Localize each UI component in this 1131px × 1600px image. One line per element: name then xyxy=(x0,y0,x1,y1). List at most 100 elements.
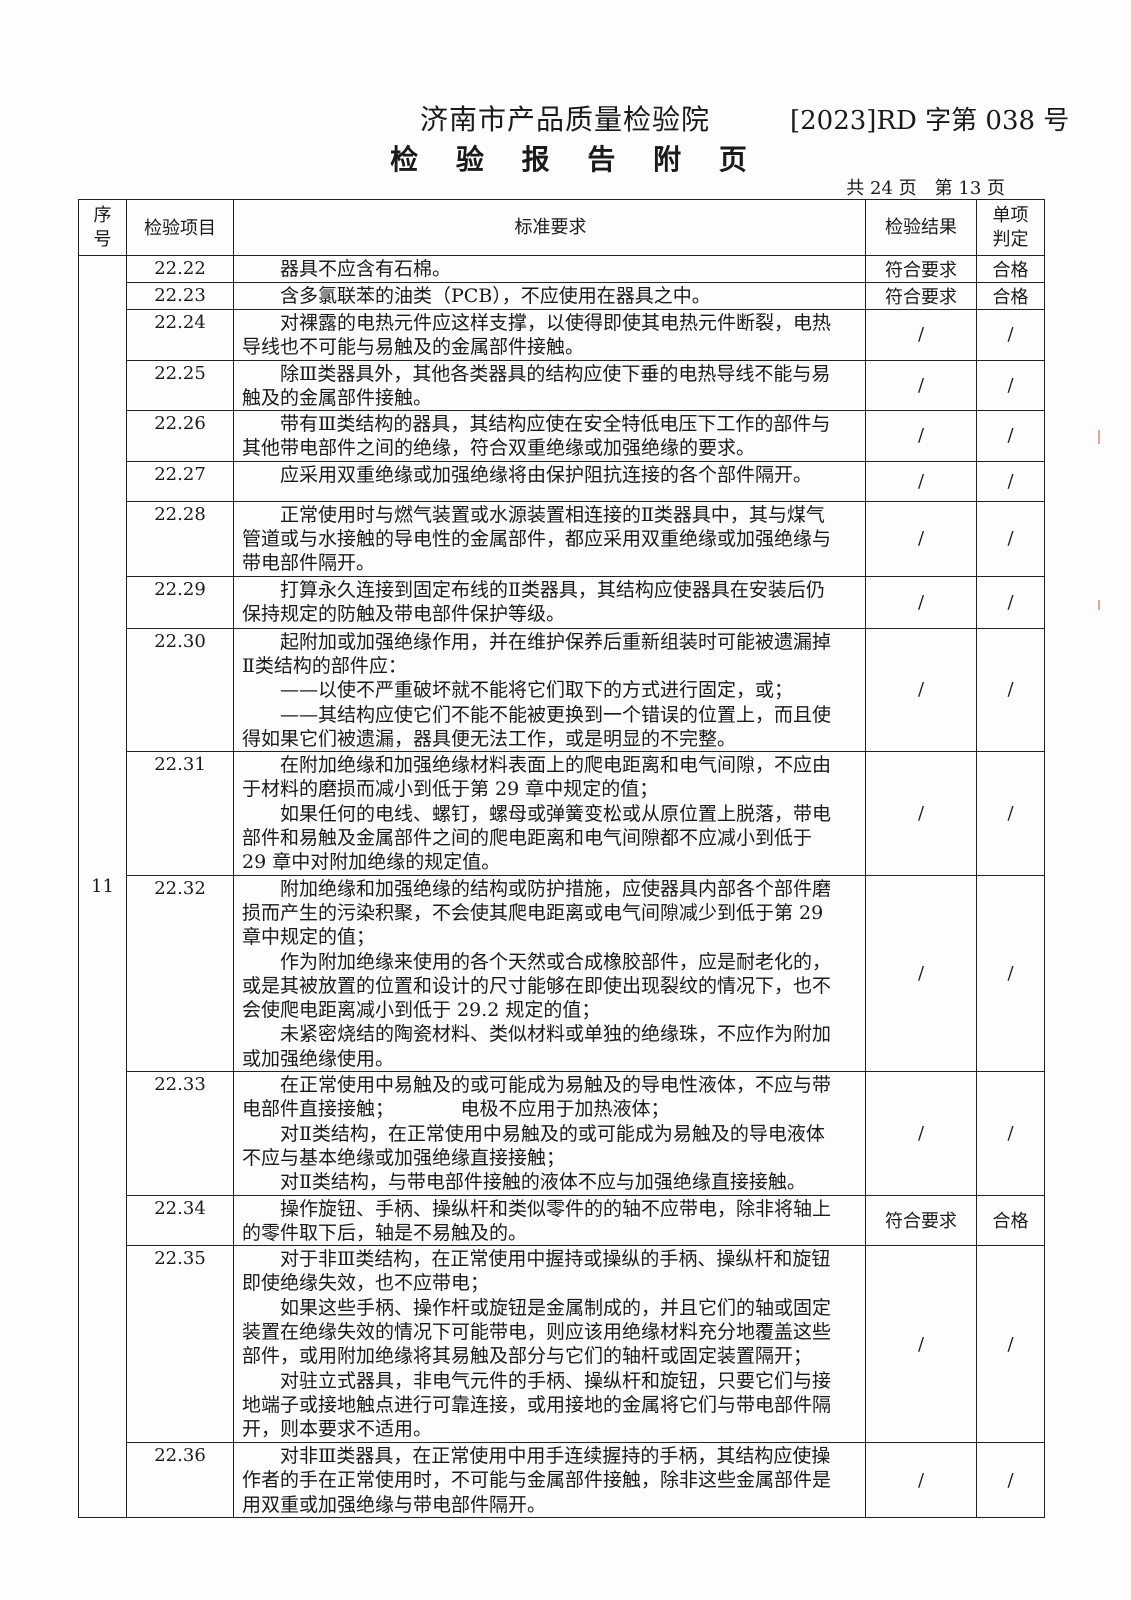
item-number: 22.25 xyxy=(126,359,234,412)
col-header-judgement: 单项 判定 xyxy=(976,199,1045,256)
requirement-line: 作为附加绝缘来使用的各个天然或合成橡胶部件，应是耐老化的， xyxy=(242,950,832,973)
requirement-line: 地端子或接地触点进行可靠连接，或用接地的金属将它们与带电部件隔 xyxy=(242,1393,832,1416)
item-number: 22.33 xyxy=(126,1071,234,1196)
requirement-text: 正常使用时与燃气装置或水源装置相连接的Ⅱ类器具中，其与煤气 管道或与水接触的导电性… xyxy=(233,500,866,577)
requirement-text: 器具不应含有石棉。 xyxy=(233,255,866,283)
judgement-cell: / xyxy=(976,460,1045,502)
requirement-text: 在附加绝缘和加强绝缘材料表面上的爬电距离和电气间隙，不应由 于材料的磨损而减小到低… xyxy=(233,751,866,876)
item-number: 22.29 xyxy=(126,575,234,629)
report-number: [2023]RD 字第 038 号 xyxy=(790,106,1070,136)
col-header-requirement: 标准要求 xyxy=(233,199,866,256)
requirement-line: 未紧密烧结的陶瓷材料、类似材料或单独的绝缘珠，不应作为附加 xyxy=(242,1023,832,1046)
judgement-cell: 合格 xyxy=(976,1194,1045,1247)
requirement-line: 作者的手在正常使用时，不可能与金属部件接触，除非这些金属部件是 xyxy=(242,1469,832,1492)
requirement-line: 或加强绝缘使用。 xyxy=(242,1047,395,1070)
table-row: 22.35 对于非Ⅲ类结构，在正常使用中握持或操纵的手柄、操纵杆和旋钮 即使绝缘失… xyxy=(79,1245,1045,1444)
table-row: 22.24 对裸露的电热元件应这样支撑，以使得即使其电热元件断裂，电热 导线也不可… xyxy=(79,309,1045,361)
requirement-text: 打算永久连接到固定布线的Ⅱ类器具，其结构应使器具在安装后仍 保持规定的防触及带电部… xyxy=(233,575,866,629)
requirement-line: 含多氯联苯的油类（PCB），不应使用在器具之中。 xyxy=(242,285,711,307)
scan-mark xyxy=(1098,600,1100,610)
requirement-line: 如果这些手柄、操作杆或旋钮是金属制成的，并且它们的轴或固定 xyxy=(242,1296,832,1319)
requirement-line: 电部件直接接触； 电极不应用于加热液体； xyxy=(242,1098,670,1121)
item-number: 22.34 xyxy=(126,1194,234,1247)
result-cell: / xyxy=(865,1071,977,1196)
requirement-line: 器具不应含有石棉。 xyxy=(242,258,452,280)
table-header: 序 号 检验项目 标准要求 检验结果 单项 判定 xyxy=(78,199,1045,256)
requirement-line: 如果任何的电线、螺钉，螺母或弹簧变松或从原位置上脱落，带电 xyxy=(242,802,832,825)
result-cell: / xyxy=(865,460,977,502)
judgement-cell: / xyxy=(976,1245,1045,1444)
result-cell: / xyxy=(865,359,977,412)
table-row: 22.29 打算永久连接到固定布线的Ⅱ类器具，其结构应使器具在安装后仍 保持规定的… xyxy=(79,575,1045,629)
judgement-cell: / xyxy=(976,410,1045,462)
requirement-line: Ⅱ类结构的部件应： xyxy=(242,654,407,677)
requirement-line: 不应与基本绝缘或加强绝缘直接接触； xyxy=(242,1146,566,1169)
judgement-cell: / xyxy=(976,500,1045,577)
table-row: 22.36 对非Ⅲ类器具，在正常使用中用手连续握持的手柄，其结构应使操 作者的手在… xyxy=(79,1442,1045,1519)
item-number: 22.28 xyxy=(126,500,234,577)
requirement-line: 的零件取下后，轴是不易触及的。 xyxy=(242,1221,528,1244)
requirement-line: 部件和易触及金属部件之间的爬电距离和电气间隙都不应减小到低于 xyxy=(242,827,813,850)
requirement-line: 触及的金属部件接触。 xyxy=(242,386,433,409)
requirement-line: 在正常使用中易触及的或可能成为易触及的导电性液体，不应与带 xyxy=(242,1074,832,1097)
result-cell: / xyxy=(865,500,977,577)
result-cell: / xyxy=(865,309,977,361)
requirement-text: 在正常使用中易触及的或可能成为易触及的导电性液体，不应与带 电部件直接接触； 电极… xyxy=(233,1071,866,1196)
result-cell: / xyxy=(865,1245,977,1444)
judgement-cell: / xyxy=(976,575,1045,629)
requirement-line: 除Ⅲ类器具外，其他各类器具的结构应使下垂的电热导线不能与易 xyxy=(242,362,831,385)
table-row: 22.32 附加绝缘和加强绝缘的结构或防护措施，应使器具内部各个部件磨 损而产生的… xyxy=(79,874,1045,1073)
result-cell: 符合要求 xyxy=(865,1194,977,1247)
requirement-text: 对于非Ⅲ类结构，在正常使用中握持或操纵的手柄、操纵杆和旋钮 即使绝缘失效，也不应带… xyxy=(233,1245,866,1444)
requirement-line: 得如果它们被遗漏，器具便无法工作，或是明显的不完整。 xyxy=(242,727,737,750)
result-cell: / xyxy=(865,1442,977,1519)
col-header-item: 检验项目 xyxy=(126,199,234,256)
judgement-cell: / xyxy=(976,309,1045,361)
judgement-cell: / xyxy=(976,359,1045,412)
table-row: 22.25 除Ⅲ类器具外，其他各类器具的结构应使下垂的电热导线不能与易 触及的金属… xyxy=(79,359,1045,412)
requirement-text: 含多氯联苯的油类（PCB），不应使用在器具之中。 xyxy=(233,282,866,310)
requirement-line: 会使爬电距离减小到低于 29.2 规定的值； xyxy=(242,999,601,1022)
table-row: 22.28 正常使用时与燃气装置或水源装置相连接的Ⅱ类器具中，其与煤气 管道或与水… xyxy=(79,500,1045,577)
result-cell: / xyxy=(865,627,977,753)
organization-name: 济南市产品质量检验院 xyxy=(420,103,711,136)
table-row: 22.34 操作旋钮、手柄、操纵杆和类似零件的的轴不应带电，除非将轴上 的零件取下… xyxy=(79,1194,1045,1247)
item-number: 22.32 xyxy=(126,874,234,1073)
result-cell: / xyxy=(865,410,977,462)
inspection-table: 序 号 检验项目 标准要求 检验结果 单项 判定 11 22.22 器具不应含有石… xyxy=(78,199,1045,1519)
requirement-line: 损而产生的污染积聚，不会使其爬电距离或电气间隙减少到低于第 29 xyxy=(242,901,824,924)
item-number: 22.27 xyxy=(126,460,234,502)
table-row: 11 22.22 器具不应含有石棉。 符合要求 合格 xyxy=(78,254,1045,1519)
requirement-line: 应采用双重绝缘或加强绝缘将由保护阻抗连接的各个部件隔开。 xyxy=(242,463,813,486)
judgement-cell: 合格 xyxy=(976,282,1045,310)
requirement-line: 打算永久连接到固定布线的Ⅱ类器具，其结构应使器具在安装后仍 xyxy=(242,578,825,601)
table-row: 22.31 在附加绝缘和加强绝缘材料表面上的爬电距离和电气间隙，不应由 于材料的磨… xyxy=(79,751,1045,876)
table-row: 22.27 应采用双重绝缘或加强绝缘将由保护阻抗连接的各个部件隔开。 / / xyxy=(79,460,1045,502)
requirement-text: 带有Ⅲ类结构的器具，其结构应使在安全特低电压下工作的部件与 其他带电部件之间的绝缘… xyxy=(233,410,866,462)
result-cell: / xyxy=(865,874,977,1073)
requirement-line: 对于非Ⅲ类结构，在正常使用中握持或操纵的手柄、操纵杆和旋钮 xyxy=(242,1248,831,1271)
requirement-line: 即使绝缘失效，也不应带电； xyxy=(242,1272,490,1295)
requirement-line: ——其结构应使它们不能不能被更换到一个错误的位置上，而且使 xyxy=(242,703,832,726)
requirement-line: 在附加绝缘和加强绝缘材料表面上的爬电距离和电气间隙，不应由 xyxy=(242,754,832,777)
table-row: 22.30 起附加或加强绝缘作用，并在维护保养后重新组装时可能被遗漏掉 Ⅱ类结构的… xyxy=(79,627,1045,753)
requirement-line: ——以使不严重破坏就不能将它们取下的方式进行固定，或； xyxy=(242,679,794,702)
judgement-cell: / xyxy=(976,751,1045,876)
judgement-cell: / xyxy=(976,1442,1045,1519)
requirement-line: 29 章中对附加绝缘的规定值。 xyxy=(242,851,501,874)
requirement-line: 操作旋钮、手柄、操纵杆和类似零件的的轴不应带电，除非将轴上 xyxy=(242,1197,832,1220)
requirement-line: 对Ⅱ类结构，在正常使用中易触及的或可能成为易触及的导电液体 xyxy=(242,1122,825,1145)
judgement-cell: / xyxy=(976,1071,1045,1196)
requirement-line: 正常使用时与燃气装置或水源装置相连接的Ⅱ类器具中，其与煤气 xyxy=(242,503,825,526)
requirement-line: 或是其被放置的位置和设计的尺寸能够在即使出现裂纹的情况下，也不 xyxy=(242,974,832,997)
result-cell: 符合要求 xyxy=(865,255,977,283)
item-number: 22.30 xyxy=(126,627,234,753)
requirement-line: 附加绝缘和加强绝缘的结构或防护措施，应使器具内部各个部件磨 xyxy=(242,877,832,900)
table-row: 22.23 含多氯联苯的油类（PCB），不应使用在器具之中。 符合要求 合格 xyxy=(79,282,1045,310)
requirement-line: 其他带电部件之间的绝缘，符合双重绝缘或加强绝缘的要求。 xyxy=(242,437,756,460)
requirement-text: 对非Ⅲ类器具，在正常使用中用手连续握持的手柄，其结构应使操 作者的手在正常使用时，… xyxy=(233,1442,866,1519)
result-cell: / xyxy=(865,751,977,876)
item-number: 22.24 xyxy=(126,309,234,361)
judgement-cell: / xyxy=(976,627,1045,753)
